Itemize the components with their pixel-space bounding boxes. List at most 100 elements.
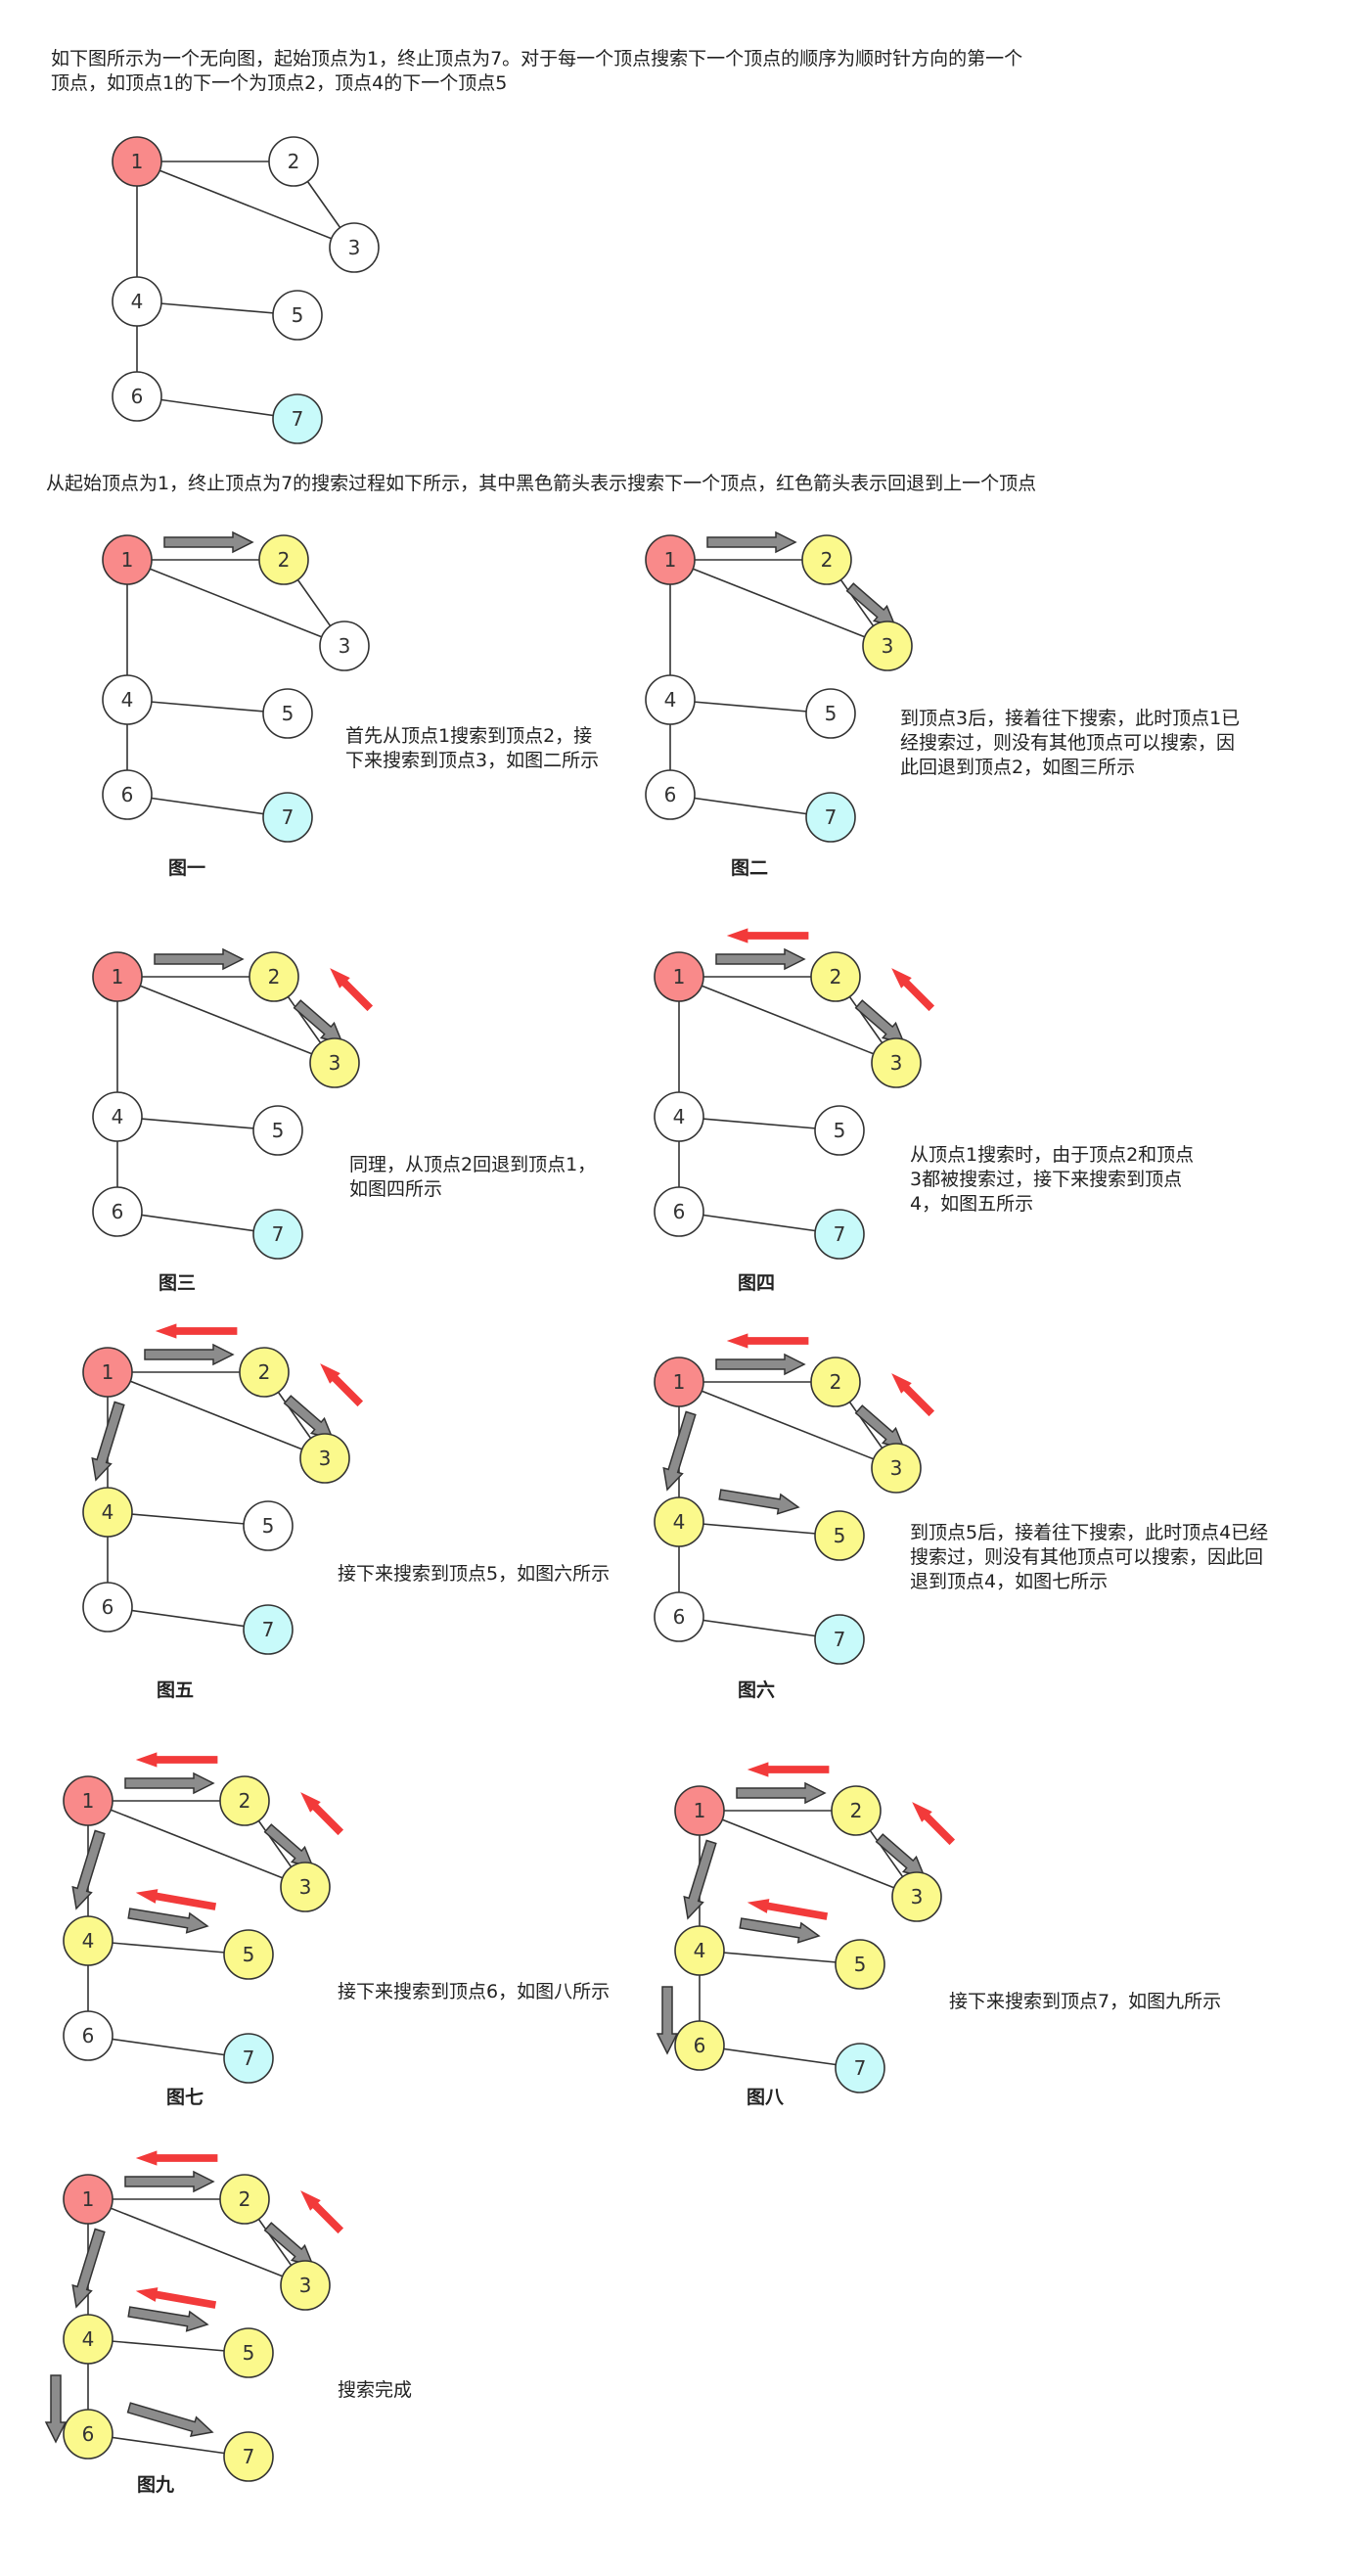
- node-label-7: 7: [243, 2445, 255, 2468]
- back-arrow-5-4: [135, 2287, 217, 2309]
- search-arrow-1-2: [124, 2170, 215, 2193]
- step-description-line: 下来搜索到顶点3，如图二所示: [345, 750, 600, 771]
- search-arrow-2-3: [263, 2222, 315, 2268]
- back-arrow-3-2: [891, 968, 935, 1012]
- node-5: [272, 290, 323, 341]
- node-label-3: 3: [882, 634, 894, 658]
- edge-1-3: [699, 1810, 918, 1898]
- back-arrow-3-2: [300, 2190, 344, 2234]
- step-caption-2: 图二: [731, 857, 769, 879]
- node-1: [82, 1347, 133, 1398]
- node-4: [63, 2314, 113, 2365]
- node-5: [814, 1105, 865, 1156]
- edge-6-7: [669, 794, 832, 818]
- node-7: [272, 393, 323, 444]
- edge-1-3: [678, 1381, 897, 1469]
- back-arrow-2-1: [135, 1752, 218, 1768]
- step-description-line: 接下来搜索到顶点5，如图六所示: [338, 1563, 611, 1585]
- node-2: [801, 534, 852, 585]
- node-label-7: 7: [825, 805, 838, 829]
- intro-line-2: 顶点，如顶点1的下一个为顶点2，顶点4的下一个顶点5: [51, 72, 508, 94]
- step-description-line: 到顶点3后，接着往下搜索，此时顶点1已: [900, 708, 1241, 729]
- node-1: [654, 1357, 704, 1407]
- node-7: [262, 792, 313, 843]
- step-description-line: 首先从顶点1搜索到顶点2，接: [345, 725, 593, 747]
- step-description-6: 到顶点5后，接着往下搜索，此时顶点4已经 搜索过，则没有其他顶点可以搜索，因此回退…: [910, 1521, 1268, 1594]
- node-2: [810, 1357, 861, 1407]
- edge-4-5: [136, 300, 298, 316]
- node-1: [112, 136, 162, 187]
- node-3: [280, 1862, 331, 1912]
- node-label-7: 7: [243, 2047, 255, 2070]
- node-label-5: 5: [262, 1514, 275, 1538]
- intro-text: 如下图所示为一个无向图，起始顶点为1，终止顶点为7。对于每一个顶点搜索下一个顶点…: [51, 47, 1127, 96]
- node-label-3: 3: [319, 1447, 332, 1470]
- step-graph-7: 1 2 3 4 5 6 7: [63, 1752, 344, 2084]
- node-label-2: 2: [850, 1799, 863, 1822]
- node-3: [862, 621, 913, 671]
- node-6: [102, 769, 153, 820]
- node-label-4: 4: [112, 1105, 124, 1128]
- step-caption-1: 图一: [168, 857, 206, 879]
- node-label-5: 5: [272, 1119, 285, 1142]
- node-6: [112, 371, 162, 422]
- step-description-8: 接下来搜索到顶点7，如图九所示: [949, 1990, 1221, 2014]
- node-label-1: 1: [112, 965, 124, 989]
- search-arrow-1-4: [683, 1839, 717, 1920]
- search-arrow-4-6: [656, 1986, 679, 2055]
- back-arrow-2-1: [726, 928, 809, 943]
- node-label-3: 3: [348, 236, 361, 259]
- node-label-1: 1: [673, 965, 686, 989]
- node-6: [654, 1591, 704, 1642]
- node-6: [63, 2409, 113, 2460]
- edge-6-7: [107, 1606, 269, 1631]
- node-label-3: 3: [299, 2274, 312, 2297]
- node-6: [63, 2010, 113, 2061]
- node-label-4: 4: [121, 688, 134, 712]
- node-6: [645, 769, 696, 820]
- edge-1-3: [678, 976, 897, 1064]
- search-arrow-6-7: [126, 2402, 214, 2437]
- intro-line-1: 如下图所示为一个无向图，起始顶点为1，终止顶点为7。对于每一个顶点搜索下一个顶点…: [51, 48, 1023, 69]
- node-label-6: 6: [82, 2422, 95, 2446]
- search-arrow-2-3: [283, 1395, 335, 1441]
- step-description-line: 搜索过，则没有其他顶点可以搜索，因此回: [910, 1546, 1264, 1568]
- node-7: [814, 1614, 865, 1665]
- node-5: [223, 1929, 274, 1980]
- back-arrow-3-2: [912, 1802, 956, 1846]
- search-arrow-1-2: [715, 1353, 806, 1376]
- search-arrow-4-5: [718, 1489, 800, 1515]
- node-label-5: 5: [243, 1943, 255, 1966]
- step-graph-4: 1 2 3 4 5 6 7: [654, 928, 935, 1260]
- node-label-2: 2: [821, 548, 834, 572]
- node-label-5: 5: [292, 303, 304, 327]
- search-arrow-2-3: [845, 582, 897, 628]
- edge-4-5: [678, 1521, 840, 1537]
- original-graph: 1 2 3 4 5 6 7: [112, 136, 380, 444]
- node-label-2: 2: [830, 965, 842, 989]
- node-label-1: 1: [694, 1799, 706, 1822]
- search-arrow-1-4: [662, 1410, 697, 1492]
- node-label-7: 7: [262, 1618, 275, 1641]
- search-description: 从起始顶点为1，终止顶点为7的搜索过程如下所示，其中黑色箭头表示搜索下一个顶点，…: [46, 473, 1037, 494]
- edge-6-7: [136, 395, 298, 420]
- edge-4-5: [126, 699, 289, 714]
- node-label-2: 2: [830, 1370, 842, 1394]
- edge-4-5: [87, 2338, 249, 2354]
- node-5: [223, 2327, 274, 2378]
- edge-4-5: [678, 1116, 840, 1131]
- step-caption-9: 图九: [137, 2474, 175, 2496]
- node-1: [63, 1775, 113, 1826]
- node-label-4: 4: [694, 1939, 706, 1962]
- node-1: [654, 951, 704, 1002]
- node-label-2: 2: [239, 2187, 251, 2211]
- node-4: [654, 1496, 704, 1547]
- node-7: [223, 2431, 274, 2482]
- edge-4-5: [669, 699, 832, 714]
- edge-1-3: [107, 1371, 326, 1459]
- node-2: [219, 2174, 270, 2225]
- node-5: [243, 1500, 294, 1551]
- node-3: [871, 1037, 922, 1088]
- step-description-line: 接下来搜索到顶点6，如图八所示: [338, 1981, 611, 2002]
- node-5: [814, 1510, 865, 1561]
